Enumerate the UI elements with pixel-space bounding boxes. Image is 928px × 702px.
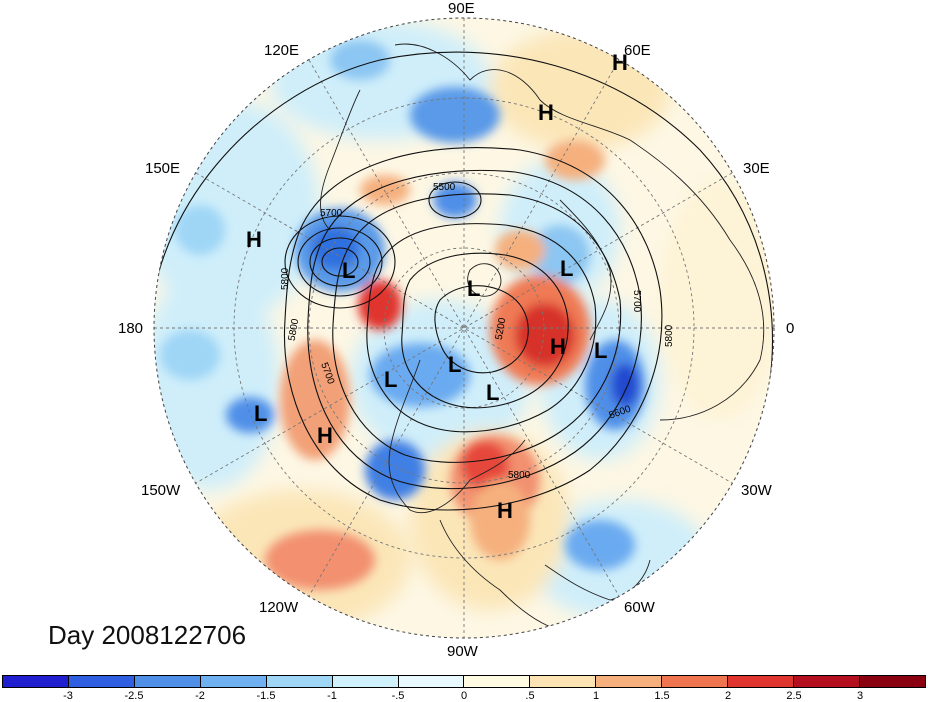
pressure-system-label: L — [467, 276, 480, 301]
lon-label-120e: 120E — [264, 42, 300, 59]
contour-label: 5200 — [494, 317, 509, 341]
pressure-system-label: L — [342, 258, 355, 283]
coastlines — [320, 43, 765, 631]
pressure-system-label: H — [246, 227, 262, 252]
pressure-system-label: L — [594, 338, 607, 363]
colorbar-swatch — [859, 676, 925, 687]
lon-label-90w: 90W — [447, 643, 478, 660]
contour-label: 5800 — [287, 318, 302, 342]
colorbar-tick-label: -1 — [327, 690, 337, 702]
contour-label: 5800 — [280, 267, 291, 290]
lon-label-150e: 150E — [145, 160, 181, 177]
colorbar-swatch — [200, 676, 267, 687]
pressure-system-label: H — [538, 100, 554, 125]
contour-label: 5500 — [433, 182, 456, 193]
pressure-system-label: H — [612, 50, 628, 75]
pressure-system-label: H — [317, 423, 333, 448]
colorbar-swatch — [596, 676, 663, 687]
height-contours — [154, 51, 773, 511]
contour-labels: 5500 5700 5800 5800 5700 5200 5700 5800 … — [280, 182, 675, 481]
lon-label-90e: 90E — [448, 0, 475, 17]
colorbar-tick-label: 1 — [592, 690, 600, 702]
colorbar-swatch — [332, 676, 399, 687]
colorbar-tick-label: -.5 — [391, 690, 405, 702]
colorbar-tick-label: 0 — [460, 690, 468, 702]
colorbar-swatch — [728, 676, 795, 687]
colorbar-swatch — [398, 676, 465, 687]
lon-label-180: 180 — [118, 320, 144, 337]
pressure-system-label: H — [497, 498, 513, 523]
colorbar-swatch — [662, 676, 729, 687]
pressure-system-markers: H H H L L L H L L L L H L H — [246, 50, 628, 523]
colorbar-swatch — [3, 676, 69, 687]
graticule — [154, 18, 774, 638]
map-boundary — [153, 17, 775, 639]
colorbar-tick-label: 1.5 — [654, 690, 670, 702]
pressure-system-label: L — [560, 256, 573, 281]
lon-label-60w: 60W — [624, 599, 655, 616]
colorbar-tick-label: -2 — [195, 690, 205, 702]
lon-label-150w: 150W — [141, 482, 181, 499]
contour-label: 5700 — [320, 208, 343, 219]
lon-label-30w: 30W — [741, 482, 772, 499]
day-title: Day 2008122706 — [48, 620, 247, 650]
colorbar-tick-label: 2.5 — [786, 690, 802, 702]
colorbar-tick-label: -1.5 — [256, 690, 276, 702]
colorbar-tick-label: -2.5 — [124, 690, 144, 702]
contour-label: 5800 — [664, 324, 675, 347]
pressure-system-label: L — [486, 380, 499, 405]
lon-label-30e: 30E — [743, 160, 770, 177]
colorbar-swatch — [530, 676, 597, 687]
lon-label-0: 0 — [786, 320, 795, 337]
colorbar-swatch — [68, 676, 135, 687]
colorbar-tick-label: 2 — [724, 690, 732, 702]
colorbar-swatch — [134, 676, 201, 687]
colorbar-tick-label: 3 — [856, 690, 864, 702]
colorbar-swatch — [794, 676, 860, 687]
colorbar-swatch — [464, 676, 531, 687]
colorbar — [2, 675, 926, 688]
contour-label: 5800 — [508, 470, 531, 481]
colorbar-tick-label: .5 — [525, 690, 535, 702]
colorbar-tick-label: -3 — [63, 690, 73, 702]
contour-label: 5700 — [631, 290, 642, 313]
pressure-system-label: L — [384, 367, 397, 392]
lon-label-60e: 60E — [624, 42, 651, 59]
pressure-system-label: H — [550, 334, 566, 359]
pressure-system-label: L — [448, 352, 461, 377]
colorbar-swatch — [266, 676, 333, 687]
pressure-system-label: L — [254, 401, 267, 426]
lon-label-120w: 120W — [259, 599, 299, 616]
